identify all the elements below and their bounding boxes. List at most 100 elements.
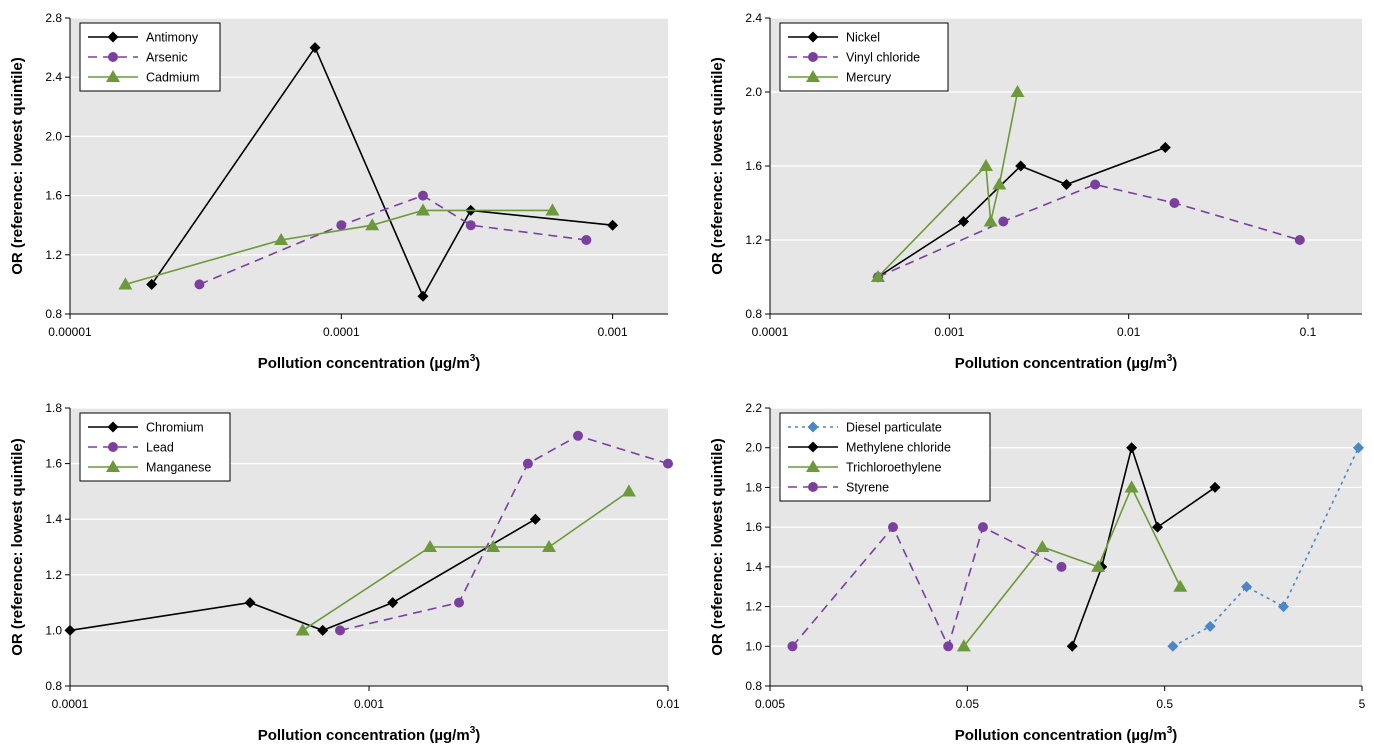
x-tick-label: 0.005 (755, 697, 785, 711)
data-point (244, 597, 256, 609)
legend-marker (108, 442, 118, 452)
y-tick-label: 2.0 (745, 85, 762, 99)
data-point (1066, 640, 1078, 652)
series-manganese (295, 484, 636, 636)
x-tick-label: 0.001 (598, 325, 628, 339)
data-point (1152, 521, 1164, 533)
data-point (1277, 601, 1289, 613)
y-tick-label: 1.6 (45, 189, 62, 203)
legend-marker (807, 421, 819, 433)
data-point (274, 233, 289, 246)
x-axis-title: Pollution concentration (µg/m3) (258, 353, 481, 372)
data-point (663, 458, 673, 469)
y-tick-label: 2.8 (45, 11, 62, 25)
data-point (1035, 540, 1050, 553)
y-tick-label: 1.6 (745, 520, 762, 534)
y-tick-label: 0.8 (45, 679, 62, 693)
legend-label: Diesel particulate (846, 421, 942, 435)
data-point (317, 624, 329, 636)
data-point (943, 641, 954, 652)
x-tick-label: 0.0001 (52, 697, 89, 711)
series-vinyl-chloride (872, 179, 1305, 282)
data-point (309, 42, 321, 54)
data-point (1169, 198, 1180, 208)
x-tick-label: 0.00001 (48, 325, 92, 339)
data-point (787, 641, 798, 652)
y-tick-label: 2.0 (745, 441, 762, 455)
legend-label: Arsenic (146, 51, 188, 65)
series-chromium (64, 513, 541, 636)
x-axis-title: Pollution concentration (µg/m3) (258, 725, 481, 744)
y-axis-title: OR (reference: lowest quintile) (709, 57, 726, 275)
legend-marker (107, 31, 119, 43)
x-tick-label: 0.01 (656, 697, 680, 711)
x-tick-label: 0.01 (1117, 325, 1141, 339)
y-tick-label: 1.8 (45, 401, 62, 415)
y-tick-label: 1.8 (745, 480, 762, 494)
data-point (118, 277, 133, 290)
data-point (958, 216, 970, 227)
series-antimony (146, 42, 619, 302)
y-tick-label: 1.4 (45, 512, 62, 526)
legend-marker (808, 52, 818, 62)
data-point (1204, 620, 1216, 632)
data-point (1056, 561, 1067, 572)
legend-marker (807, 441, 819, 453)
series-arsenic (194, 190, 592, 290)
legend-label: Vinyl chloride (846, 51, 920, 65)
data-point (417, 190, 428, 201)
y-tick-label: 1.2 (745, 600, 762, 614)
legend-marker (806, 70, 820, 83)
data-point (1209, 481, 1221, 493)
y-axis-title: OR (reference: lowest quintile) (9, 57, 26, 275)
legend-label: Lead (146, 441, 174, 455)
data-point (486, 540, 501, 553)
legend-marker (807, 31, 819, 43)
data-point (295, 623, 310, 636)
y-axis-title: OR (reference: lowest quintile) (9, 438, 26, 656)
data-point (1124, 480, 1139, 493)
legend-marker (808, 482, 818, 492)
legend-label: Chromium (146, 421, 204, 435)
data-point (581, 235, 592, 245)
data-point (998, 216, 1009, 227)
data-point (977, 522, 988, 533)
data-point (1060, 179, 1072, 190)
data-point (417, 290, 429, 302)
data-point (415, 203, 430, 216)
y-tick-label: 2.4 (45, 70, 62, 84)
legend-marker (107, 421, 119, 433)
data-point (465, 220, 476, 231)
y-tick-label: 2.4 (745, 11, 762, 25)
legend-marker (806, 460, 820, 473)
y-tick-label: 1.0 (745, 639, 762, 653)
series-trichloroethylene (956, 480, 1188, 652)
series-diesel-particulate (1167, 442, 1365, 652)
chart-panel-1: 0.8 1.2 1.6 2.0 2.4 2.8 0.00001 0.0001 0.001 Poll… (9, 11, 668, 372)
x-tick-label: 0.001 (934, 325, 964, 339)
legend-label: Mercury (846, 71, 892, 85)
data-point (64, 624, 76, 636)
x-tick-label: 5 (1359, 697, 1366, 711)
data-point (1294, 235, 1305, 245)
y-axis-title: OR (reference: lowest quintile) (709, 438, 726, 656)
x-tick-label: 0.0001 (323, 325, 360, 339)
chart-panel-4: 0.8 1.0 1.2 1.4 1.6 1.8 2.0 2.2 0.005 0.05 0.5 5 Pol… (709, 401, 1366, 744)
data-point (1091, 559, 1106, 572)
data-point (454, 597, 465, 608)
y-tick-label: 1.6 (45, 457, 62, 471)
data-point (1173, 579, 1188, 592)
data-point (1090, 179, 1101, 190)
legend-label: Methylene chloride (846, 441, 951, 455)
legend-marker (108, 52, 118, 62)
legend-marker (106, 460, 120, 473)
y-tick-label: 2.2 (745, 401, 762, 415)
data-point (545, 203, 560, 216)
data-point (978, 159, 993, 172)
series-line (877, 183, 1301, 278)
data-point (1010, 85, 1025, 98)
x-tick-label: 0.001 (354, 697, 384, 711)
legend: Nickel Vinyl chloride Mercury (779, 22, 949, 92)
data-point (887, 522, 898, 533)
data-point (522, 458, 533, 469)
